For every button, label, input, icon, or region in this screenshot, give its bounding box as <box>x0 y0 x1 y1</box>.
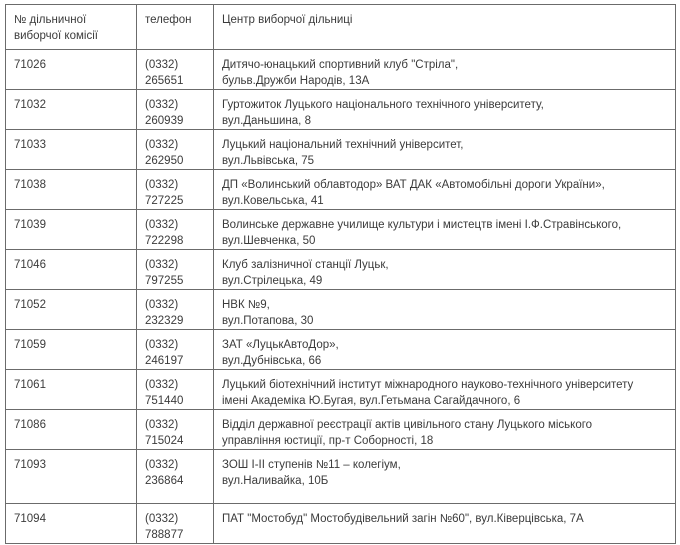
table-row: 71038 (0332) 727225 ДП «Волинський облавто… <box>5 169 676 210</box>
table-row: 71093 (0332) 236864 ЗОШ I-II ступенів №11 … <box>5 449 676 504</box>
table-row: 71033 (0332) 262950 Луцький національний т… <box>5 129 676 170</box>
table-row: 71061 (0332) 751440 Луцький біотехнічний і… <box>5 369 676 410</box>
cell-center: Дитячо-юнацький спортивний клуб "Стріла"… <box>213 49 676 90</box>
cell-commission: 71038 <box>5 169 137 210</box>
table-row: 71059 (0332) 246197 ЗАТ «ЛуцькАвтоДор», ву… <box>5 329 676 370</box>
table-row: 71086 (0332) 715024 Відділ державної реєст… <box>5 409 676 450</box>
cell-commission: 71086 <box>5 409 137 450</box>
cell-phone: (0332) 788877 <box>136 503 214 544</box>
cell-center: НВК №9, вул.Потапова, 30 <box>213 289 676 330</box>
cell-commission: 71093 <box>5 449 137 504</box>
cell-phone: (0332) 260939 <box>136 89 214 130</box>
column-header-commission: № дільничної виборчої комісії <box>5 4 137 50</box>
cell-commission: 71039 <box>5 209 137 250</box>
cell-center: Луцький біотехнічний інститут міжнародно… <box>213 369 676 410</box>
cell-commission: 71094 <box>5 503 137 544</box>
cell-phone: (0332) 262950 <box>136 129 214 170</box>
table-row: 71032 (0332) 260939 Гуртожиток Луцького на… <box>5 89 676 130</box>
table-body: 71026 (0332) 265651 Дитячо-юнацький спорти… <box>5 49 676 544</box>
cell-commission: 71052 <box>5 289 137 330</box>
cell-phone: (0332) 751440 <box>136 369 214 410</box>
table-row: 71052 (0332) 232329 НВК №9, вул.Потапова, … <box>5 289 676 330</box>
cell-phone: (0332) 715024 <box>136 409 214 450</box>
column-header-center: Центр виборчої дільниці <box>213 4 676 50</box>
cell-phone: (0332) 246197 <box>136 329 214 370</box>
table-row: 71026 (0332) 265651 Дитячо-юнацький спорти… <box>5 49 676 90</box>
polling-stations-table: № дільничної виборчої комісії телефон Це… <box>5 4 676 544</box>
cell-phone: (0332) 727225 <box>136 169 214 210</box>
cell-center: Відділ державної реєстрації актів цивіль… <box>213 409 676 450</box>
cell-commission: 71033 <box>5 129 137 170</box>
cell-phone: (0332) 265651 <box>136 49 214 90</box>
table-row: 71046 (0332) 797255 Клуб залізничної станц… <box>5 249 676 290</box>
cell-phone: (0332) 236864 <box>136 449 214 504</box>
table-header-row: № дільничної виборчої комісії телефон Це… <box>5 4 676 50</box>
cell-center: Волинське державне училище культури і ми… <box>213 209 676 250</box>
cell-center: ДП «Волинський облавтодор» ВАТ ДАК «Авто… <box>213 169 676 210</box>
cell-phone: (0332) 232329 <box>136 289 214 330</box>
cell-commission: 71061 <box>5 369 137 410</box>
column-header-phone: телефон <box>136 4 214 50</box>
cell-center: ЗАТ «ЛуцькАвтоДор», вул.Дубнівська, 66 <box>213 329 676 370</box>
table-header: № дільничної виборчої комісії телефон Це… <box>5 4 676 50</box>
cell-commission: 71046 <box>5 249 137 290</box>
cell-center: ПАТ "Мостобуд" Мостобудівельний загін №6… <box>213 503 676 544</box>
cell-center: Клуб залізничної станції Луцьк, вул.Стрі… <box>213 249 676 290</box>
table-row: 71094 (0332) 788877 ПАТ "Мостобуд" Мостобу… <box>5 503 676 544</box>
cell-phone: (0332) 722298 <box>136 209 214 250</box>
cell-center: ЗОШ I-II ступенів №11 – колегіум, вул.На… <box>213 449 676 504</box>
cell-center: Гуртожиток Луцького національного техніч… <box>213 89 676 130</box>
cell-commission: 71032 <box>5 89 137 130</box>
cell-center: Луцький національний технічний університ… <box>213 129 676 170</box>
cell-phone: (0332) 797255 <box>136 249 214 290</box>
cell-commission: 71026 <box>5 49 137 90</box>
cell-commission: 71059 <box>5 329 137 370</box>
table-row: 71039 (0332) 722298 Волинське державне учи… <box>5 209 676 250</box>
polling-stations-table-container: № дільничної виборчої комісії телефон Це… <box>5 4 676 544</box>
